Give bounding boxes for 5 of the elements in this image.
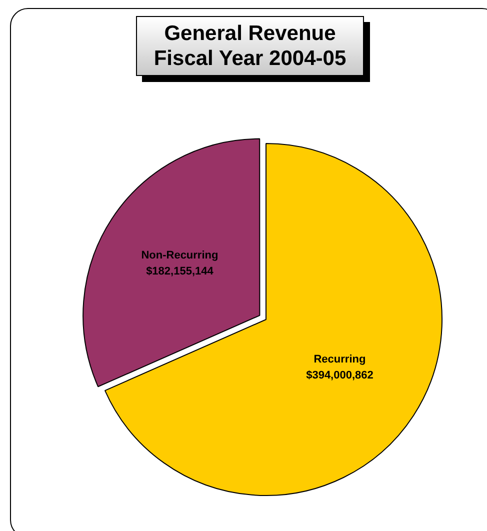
data-label: $394,000,862	[306, 370, 374, 382]
chart-title: General Revenue Fiscal Year 2004-05	[136, 16, 364, 76]
slice-label: Non-Recurring	[141, 249, 218, 262]
slice-label: Recurring	[314, 354, 366, 366]
data-label: $182,155,144	[146, 265, 214, 278]
